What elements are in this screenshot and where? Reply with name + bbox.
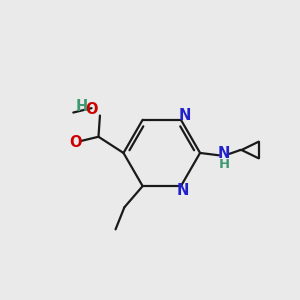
Text: O: O (85, 102, 98, 117)
Text: N: N (178, 109, 191, 124)
Text: H: H (219, 158, 230, 171)
Text: H: H (76, 99, 88, 114)
Text: N: N (176, 183, 189, 198)
Text: N: N (218, 146, 230, 161)
Text: O: O (70, 135, 82, 150)
